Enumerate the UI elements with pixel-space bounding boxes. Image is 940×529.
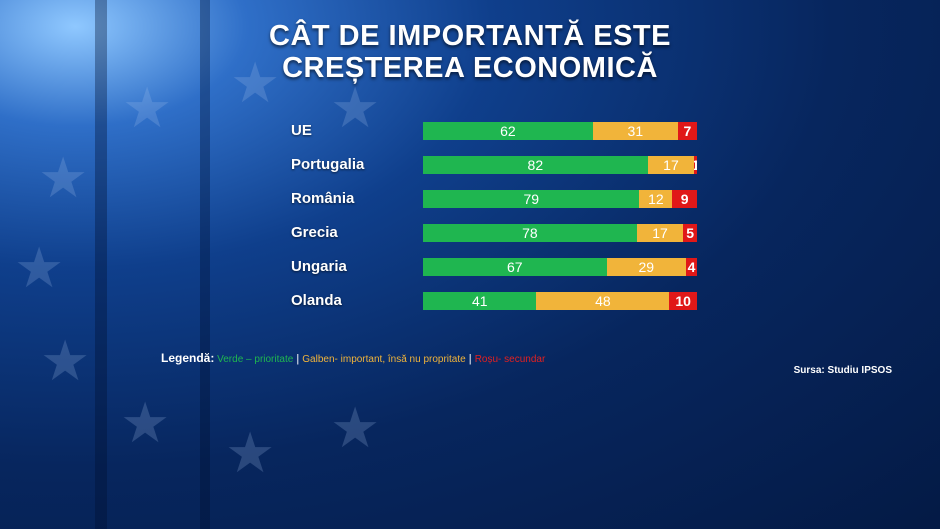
chart-row: Portugalia 82171 (0, 156, 940, 174)
star-icon: ★ (40, 329, 91, 392)
chart-row: Ungaria 67 29 4 (0, 258, 940, 276)
flag-stripe (200, 0, 210, 529)
stacked-bar: 79 12 9 (423, 190, 697, 208)
category-label: Ungaria (291, 258, 347, 275)
flag-stripe (95, 0, 107, 529)
legend-red: Roșu- secundar (474, 354, 546, 365)
source-note: Sursa: Studiu IPSOS (793, 365, 892, 376)
star-icon: ★ (225, 421, 276, 484)
star-icon: ★ (38, 146, 89, 209)
bar-segment: 78 (423, 224, 637, 242)
chart-row: România 79 12 9 (0, 190, 940, 208)
star-icon: ★ (230, 51, 281, 114)
star-icon: ★ (330, 396, 381, 459)
bar-segment: 67 (423, 258, 607, 276)
stacked-bar: 82171 (423, 156, 697, 174)
category-label: Portugalia (291, 156, 365, 173)
title-line-2: CREȘTEREA ECONOMICĂ (282, 52, 658, 84)
bar-segment: 31 (592, 122, 678, 140)
title-line-1: CÂT DE IMPORTANTĂ ESTE (269, 20, 671, 52)
stacked-bar: 41 48 10 (423, 292, 697, 310)
legend-green: Verde – prioritate (217, 354, 294, 365)
bar-segment: 48 (536, 292, 670, 310)
chart-row: UE 62 31 7 (0, 122, 940, 140)
bar-segment: 82 (423, 156, 648, 174)
bar-segment: 4 (686, 258, 697, 276)
category-label: UE (291, 122, 312, 139)
category-label: Grecia (291, 224, 338, 241)
star-icon: ★ (120, 391, 171, 454)
chart-title: CÂT DE IMPORTANTĂ ESTE CREȘTEREA ECONOMI… (0, 20, 940, 84)
legend-separator: | (465, 353, 475, 365)
stacked-bar: 67 29 4 (423, 258, 697, 276)
star-icon: ★ (330, 76, 381, 139)
bar-segment: 41 (423, 292, 537, 310)
bar-segment: 29 (606, 258, 687, 276)
bar-segment: 9 (672, 190, 697, 208)
bar-segment: 17 (647, 156, 695, 174)
star-icon: ★ (14, 236, 65, 299)
stacked-bar: 78 17 5 (423, 224, 697, 242)
bar-segment: 7 (677, 122, 697, 140)
chart-row: Olanda 41 48 10 (0, 292, 940, 310)
bar-segment: 17 (636, 224, 684, 242)
legend-separator: | (293, 353, 303, 365)
legend-label: Legendă: (161, 351, 215, 365)
legend: Legendă: Verde – prioritate | Galben- im… (161, 351, 545, 365)
bar-segment: 1 (694, 156, 697, 174)
bar-segment: 79 (423, 190, 640, 208)
chart-row: Grecia 78 17 5 (0, 224, 940, 242)
star-icon: ★ (122, 76, 173, 139)
legend-yellow: Galben- important, însă nu propritate (302, 354, 466, 365)
category-label: Olanda (291, 292, 342, 309)
bar-segment: 10 (669, 292, 697, 310)
bar-segment: 62 (423, 122, 593, 140)
bar-segment: 5 (683, 224, 697, 242)
bar-segment: 12 (639, 190, 673, 208)
category-label: România (291, 190, 355, 207)
stacked-bar: 62 31 7 (423, 122, 697, 140)
